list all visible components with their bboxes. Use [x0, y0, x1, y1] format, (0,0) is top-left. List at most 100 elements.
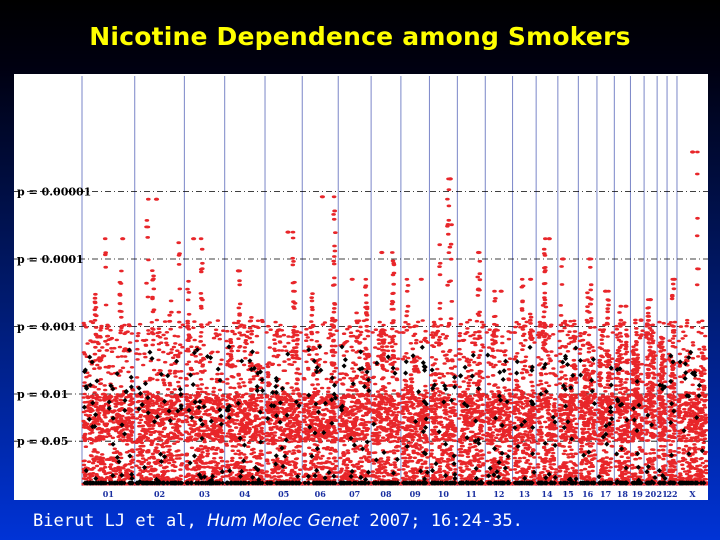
snp-point	[109, 427, 115, 431]
snp-point	[118, 329, 124, 332]
snp-point	[200, 429, 205, 433]
snp-peak-point	[120, 237, 126, 241]
snp-point	[87, 374, 92, 377]
snp-point	[175, 440, 180, 444]
snp-point	[151, 338, 156, 342]
snp-point	[106, 371, 111, 374]
snp-point	[197, 457, 202, 461]
snp-point	[113, 451, 118, 455]
snp-point	[205, 413, 210, 417]
snp-point	[211, 429, 216, 432]
snp-point	[155, 412, 160, 415]
snp-point	[145, 295, 151, 299]
snp-point	[178, 437, 184, 441]
snp-point	[211, 336, 217, 340]
highlighted-snp-point	[128, 374, 134, 380]
snp-point	[118, 331, 123, 335]
snp-point	[194, 415, 199, 419]
snp-point	[81, 477, 87, 480]
snp-point	[214, 411, 219, 414]
snp-point	[207, 321, 212, 324]
snp-point	[92, 308, 98, 312]
snp-point	[208, 352, 214, 355]
snp-point	[176, 263, 182, 266]
snp-point	[189, 406, 195, 410]
snp-point	[205, 454, 210, 458]
snp-point	[138, 452, 143, 456]
snp-point	[103, 416, 108, 419]
snp-point	[102, 237, 108, 241]
snp-point	[103, 253, 108, 257]
snp-point	[104, 349, 110, 352]
snp-point	[199, 247, 205, 251]
snp-point	[110, 436, 116, 440]
snp-point	[113, 469, 119, 473]
snp-point	[217, 400, 222, 404]
snp-point	[151, 308, 157, 312]
snp-point	[96, 416, 101, 419]
snp-point	[142, 352, 147, 356]
snp-point	[176, 449, 181, 452]
snp-point	[103, 402, 109, 406]
snp-point	[127, 341, 133, 344]
snp-point	[199, 331, 204, 334]
snp-point	[96, 342, 101, 346]
snp-point	[108, 337, 113, 341]
snp-point	[173, 342, 178, 345]
snp-point	[185, 399, 191, 403]
snp-point	[184, 454, 189, 457]
snp-point	[140, 449, 146, 452]
snp-point	[96, 387, 101, 391]
snp-point	[124, 451, 130, 454]
snp-point	[82, 381, 87, 384]
snp-point	[163, 360, 168, 364]
snp-point	[167, 445, 172, 448]
snp-point	[178, 432, 183, 435]
snp-point	[171, 412, 177, 415]
snp-point	[189, 424, 194, 427]
snp-point	[213, 435, 219, 438]
snp-point	[210, 446, 216, 449]
snp-point	[171, 417, 176, 421]
snp-point	[213, 332, 218, 335]
snp-point	[201, 343, 206, 347]
snp-point	[140, 457, 146, 460]
snp-point	[196, 434, 201, 438]
snp-point	[205, 452, 211, 456]
snp-point	[185, 463, 190, 467]
snp-point	[164, 341, 169, 345]
snp-point	[134, 441, 139, 445]
snp-point	[143, 344, 149, 347]
snp-point	[141, 363, 146, 367]
snp-point	[207, 428, 212, 432]
snp-point	[92, 340, 97, 344]
snp-point	[146, 462, 151, 466]
snp-point	[173, 428, 178, 432]
snp-point	[167, 369, 173, 373]
snp-point	[218, 456, 223, 460]
snp-point	[83, 413, 89, 417]
snp-point	[218, 362, 223, 366]
snp-point	[198, 370, 204, 373]
snp-point	[81, 396, 86, 399]
snp-point	[146, 470, 151, 473]
snp-point	[158, 433, 163, 436]
snp-point	[99, 324, 104, 328]
snp-point	[169, 390, 174, 394]
snp-point	[119, 456, 124, 460]
snp-point	[92, 352, 98, 356]
snp-point	[214, 334, 220, 338]
snp-point	[149, 321, 154, 324]
snp-point	[116, 465, 121, 469]
snp-point	[129, 397, 134, 401]
snp-point	[185, 298, 191, 302]
snp-point	[189, 446, 195, 450]
snp-point	[118, 370, 123, 373]
snp-point	[194, 427, 200, 431]
snp-point	[184, 418, 189, 422]
highlighted-snp-point	[190, 382, 196, 388]
snp-point	[200, 261, 205, 265]
highlighted-snp-point	[147, 349, 153, 355]
snp-point	[198, 323, 204, 326]
